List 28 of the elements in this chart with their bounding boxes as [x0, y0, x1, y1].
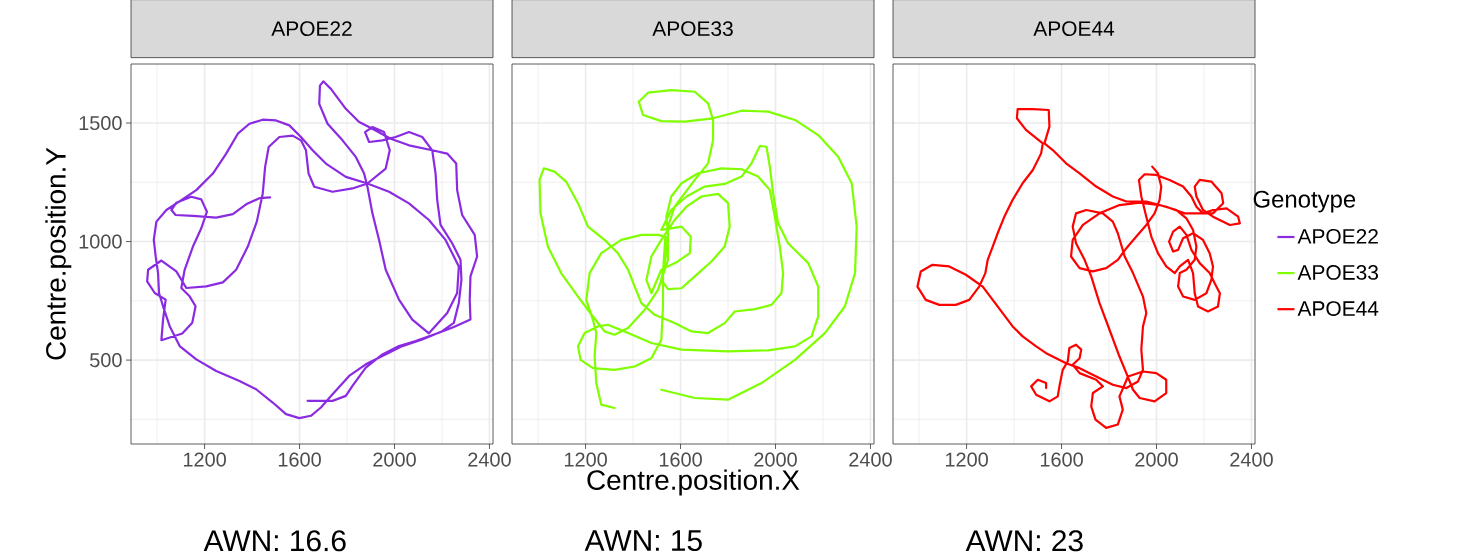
x-tick-label: 1600	[659, 452, 702, 467]
x-tick-label: 2000	[754, 452, 797, 467]
y-axis-title: Centre.position.Y	[45, 147, 72, 360]
legend-title: Genotype	[1253, 190, 1356, 213]
text: AWN: 16.6	[203, 530, 346, 552]
x-tick-label: 1200	[564, 452, 607, 467]
x-tick-label: 2400	[849, 452, 892, 467]
x-tick-label: 2400	[468, 452, 511, 467]
x-tick-label: 1600	[1040, 452, 1083, 467]
text: AWN: 15	[584, 530, 702, 552]
y-tick-label: 500	[90, 353, 122, 368]
legend-label: APOE44	[1297, 301, 1379, 316]
x-tick-label: 2000	[373, 452, 416, 467]
x-tick-label: 1200	[183, 452, 226, 467]
y-tick-label: 1500	[79, 115, 122, 131]
text: APOE22	[1297, 228, 1378, 244]
x-tick-label: 1200	[945, 452, 988, 467]
chart-title: APOE44	[1033, 21, 1115, 37]
text: APOE33	[1297, 265, 1378, 280]
line-series	[146, 80, 479, 420]
text: APOE22	[271, 21, 352, 37]
x-tick-label: 1600	[278, 452, 321, 467]
x-tick-label: 2400	[1230, 452, 1273, 467]
y-tick-label: 1000	[79, 234, 122, 249]
x-tick-label: 2000	[1135, 452, 1178, 467]
x-axis-title: Centre.position.X	[587, 469, 800, 496]
text: APOE33	[652, 21, 733, 37]
text: AWN: 23	[965, 530, 1083, 552]
